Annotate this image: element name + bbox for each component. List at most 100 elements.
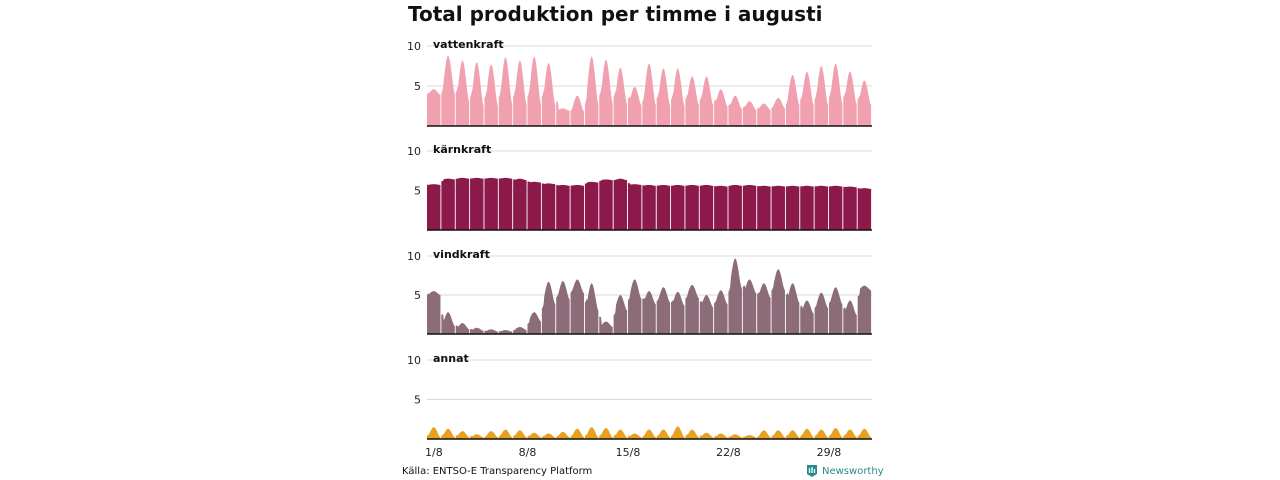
area-annat-day-7	[513, 430, 527, 439]
area-vattenkraft-day-30	[843, 71, 857, 126]
area-vattenkraft-day-9	[541, 62, 556, 126]
area-kärnkraft-day-3	[455, 177, 470, 230]
area-vindkraft-day-31	[857, 285, 872, 334]
x-tick-label: 22/8	[716, 446, 741, 459]
area-kärnkraft-day-17	[656, 184, 671, 230]
area-annat-day-27	[800, 428, 814, 439]
area-vindkraft-day-4	[470, 327, 484, 334]
area-vindkraft-day-13	[599, 316, 613, 334]
area-vindkraft-day-15	[627, 279, 642, 334]
x-tick-label: 29/8	[817, 446, 842, 459]
area-annat-day-18	[671, 426, 685, 439]
area-vindkraft-day-29	[828, 287, 843, 334]
panel-label-annat: annat	[433, 352, 469, 365]
area-annat-day-30	[843, 429, 857, 439]
area-kärnkraft-day-25	[771, 185, 785, 230]
area-vindkraft-day-19	[685, 284, 699, 334]
area-kärnkraft-day-7	[513, 178, 527, 230]
area-annat-day-2	[441, 428, 455, 439]
area-annat-day-10	[556, 431, 570, 439]
chart-title: Total produktion per timme i augusti	[408, 2, 823, 26]
area-vattenkraft-day-8	[527, 56, 541, 126]
area-vindkraft-day-18	[671, 291, 685, 334]
area-vattenkraft-day-12	[584, 56, 599, 126]
area-vindkraft-day-26	[785, 283, 800, 334]
area-annat-day-24	[757, 430, 771, 439]
area-kärnkraft-day-5	[484, 177, 498, 230]
area-vattenkraft-day-22	[728, 95, 742, 126]
area-vattenkraft-day-2	[441, 55, 455, 126]
area-kärnkraft-day-23	[742, 184, 757, 230]
y-tick-label: 10	[407, 40, 421, 53]
area-vattenkraft-day-7	[513, 60, 527, 126]
area-kärnkraft-day-12	[584, 181, 599, 230]
area-vattenkraft-day-15	[627, 86, 642, 126]
y-tick-label: 5	[414, 289, 421, 302]
area-kärnkraft-day-21	[714, 185, 728, 230]
area-kärnkraft-day-15	[627, 183, 642, 230]
area-vattenkraft-day-28	[814, 66, 829, 126]
area-kärnkraft-day-24	[757, 185, 771, 230]
area-annat-day-9	[541, 433, 556, 439]
area-vattenkraft-day-5	[484, 64, 498, 126]
area-kärnkraft-day-20	[699, 184, 714, 230]
area-kärnkraft-day-30	[843, 186, 857, 230]
area-annat-day-20	[699, 432, 714, 439]
area-annat-day-21	[714, 433, 728, 439]
area-vindkraft-day-17	[656, 287, 671, 334]
area-vindkraft-day-20	[699, 295, 714, 334]
area-vattenkraft-day-3	[455, 60, 470, 126]
area-vindkraft-day-11	[570, 279, 584, 334]
brand-name: Newsworthy	[822, 465, 884, 477]
y-tick-label: 10	[407, 354, 421, 367]
area-annat-day-25	[771, 430, 785, 439]
area-kärnkraft-day-28	[814, 185, 829, 230]
area-vattenkraft-day-19	[685, 76, 699, 126]
panel-label-kärnkraft: kärnkraft	[433, 143, 491, 156]
area-vindkraft-day-7	[513, 326, 527, 334]
area-vindkraft-day-12	[584, 283, 599, 334]
area-vattenkraft-day-18	[671, 68, 685, 126]
area-kärnkraft-day-29	[828, 185, 843, 230]
area-vattenkraft-day-31	[857, 80, 872, 126]
area-vindkraft-day-16	[642, 291, 656, 334]
area-kärnkraft-day-10	[556, 184, 570, 230]
area-annat-day-19	[685, 429, 699, 439]
area-kärnkraft-day-2	[441, 178, 455, 230]
area-vindkraft-day-14	[613, 295, 628, 334]
area-annat-day-5	[484, 431, 498, 439]
area-kärnkraft-day-31	[857, 188, 872, 230]
y-tick-label: 5	[414, 80, 421, 93]
y-tick-label: 5	[414, 394, 421, 407]
area-vattenkraft-day-13	[599, 59, 613, 126]
area-vindkraft-day-28	[814, 292, 829, 334]
area-vattenkraft-day-4	[470, 62, 484, 126]
area-vindkraft-day-9	[541, 281, 556, 334]
area-kärnkraft-day-19	[685, 184, 699, 230]
x-tick-label: 15/8	[616, 446, 641, 459]
area-annat-day-17	[656, 429, 671, 439]
area-vattenkraft-day-6	[498, 57, 513, 127]
area-annat-day-6	[498, 429, 513, 439]
area-annat-day-8	[527, 432, 541, 439]
area-annat-day-13	[599, 427, 613, 439]
area-annat-day-28	[814, 429, 829, 439]
area-vattenkraft-day-20	[699, 76, 714, 126]
area-vindkraft-day-6	[498, 330, 513, 334]
area-kärnkraft-day-1	[427, 184, 441, 230]
x-tick-label: 8/8	[519, 446, 537, 459]
area-vattenkraft-day-26	[785, 74, 800, 126]
area-vattenkraft-day-14	[613, 67, 628, 126]
area-kärnkraft-day-14	[613, 178, 628, 230]
y-tick-label: 10	[407, 250, 421, 263]
newsworthy-logo-icon	[807, 465, 817, 477]
y-tick-label: 10	[407, 145, 421, 158]
area-annat-day-22	[728, 434, 742, 439]
area-annat-day-26	[785, 430, 800, 439]
area-kärnkraft-day-11	[570, 184, 584, 230]
area-vattenkraft-day-29	[828, 63, 843, 126]
area-vindkraft-day-21	[714, 290, 728, 334]
area-vattenkraft-day-25	[771, 98, 785, 126]
area-kärnkraft-day-9	[541, 183, 556, 230]
area-vindkraft-day-23	[742, 279, 757, 334]
